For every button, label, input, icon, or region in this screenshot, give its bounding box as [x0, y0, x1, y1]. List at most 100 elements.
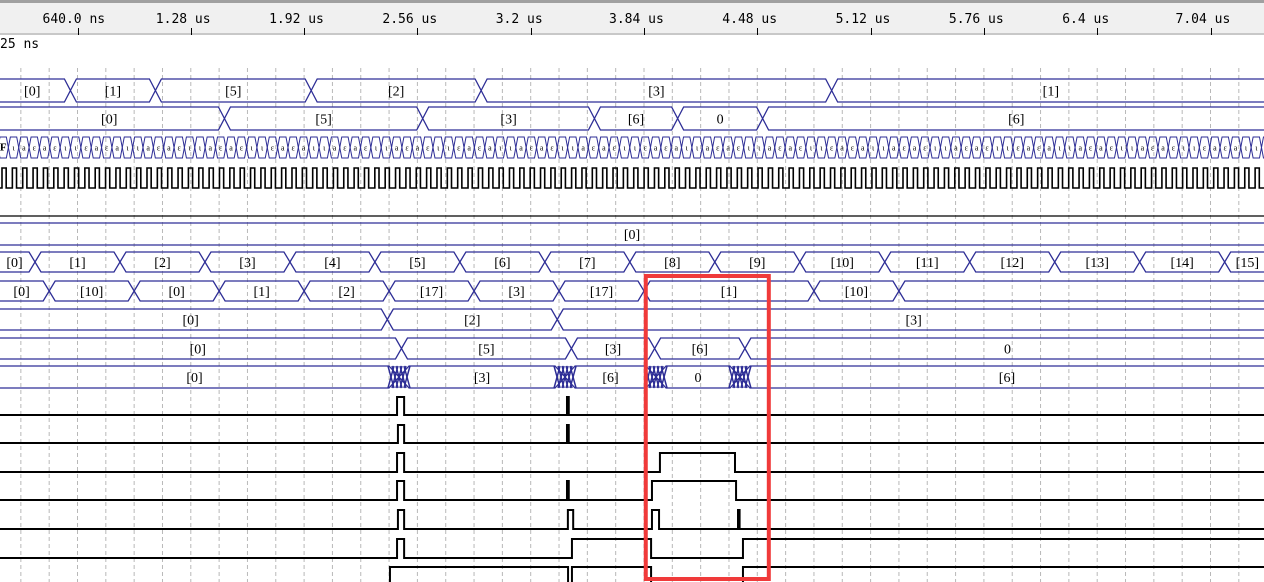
bus-row-bus-1: [0] [1] [5] [2] [3] [1]: [0, 78, 1264, 103]
bus-value-label: [0]: [101, 113, 117, 128]
ruler-tick-mark: [190, 28, 192, 35]
fast-bus-glyph: ε: [965, 144, 969, 153]
ruler-tick-mark: [417, 28, 419, 35]
bus-value-label: [0]: [168, 285, 184, 300]
fast-bus-glyph: ε: [364, 144, 368, 153]
bus-value-label: [1]: [253, 285, 269, 300]
bus-value-label: [3]: [905, 314, 921, 329]
fast-bus-glyph: ι: [12, 144, 15, 153]
bus-value-label: [3]: [474, 371, 490, 386]
bus-row-bus-6: [0] [1] [2] [3] [4] [5] [6] [7] [8] [9] [10] [11] [1…: [0, 251, 1264, 273]
fast-bus-glyph: ε: [1172, 144, 1176, 153]
fast-bus-glyph: ι: [199, 144, 202, 153]
fast-bus-glyph: ι: [1121, 144, 1124, 153]
fast-bus-glyph: a: [581, 144, 585, 153]
fast-bus-glyph: a: [1141, 144, 1145, 153]
fast-bus-glyph: ι: [572, 144, 575, 153]
fast-bus-glyph: ι: [1058, 144, 1061, 153]
glitch-mark: [732, 365, 740, 389]
fast-bus-glyph: ι: [385, 144, 388, 153]
fast-bus-glyph: a: [788, 144, 792, 153]
clock-signal: [0, 167, 1264, 189]
signal-d6: [0, 538, 1264, 559]
fast-bus-glyph: ε: [53, 144, 57, 153]
fast-bus-glyph: a: [1078, 144, 1082, 153]
fast-bus-glyph: a: [167, 144, 171, 153]
fast-bus-glyph: ι: [75, 144, 78, 153]
bus-value-label: [0]: [190, 343, 206, 358]
bus-value-label: [6]: [602, 371, 618, 386]
fast-bus-glyph: ε: [1089, 144, 1093, 153]
bus-row-bus-2: [0] [5] [3] [6] 0 [6]: [0, 106, 1264, 131]
fast-bus-glyph: a: [333, 144, 337, 153]
fast-bus-glyph: ι: [189, 144, 192, 153]
bus-value-label: [3]: [648, 85, 664, 100]
fast-bus-glyph: ι: [882, 144, 885, 153]
fast-bus-glyph: a: [706, 144, 710, 153]
bus-value-label: [3]: [605, 343, 621, 358]
time-ruler[interactable]: 640.0 ns 1.28 us 1.92 us 2.56 us 3.2 us 3.84 …: [0, 0, 1264, 35]
ruler-tick-mark: [530, 28, 532, 35]
fast-bus-glyph: a: [602, 144, 606, 153]
fast-bus-glyph: ι: [634, 144, 637, 153]
fast-bus-glyph: ι: [872, 144, 875, 153]
signal-d4: [0, 480, 1264, 501]
fast-bus-glyph: ι: [748, 144, 751, 153]
ruler-tick-label: 2.56 us: [382, 12, 438, 27]
fast-bus-glyph: a: [913, 144, 917, 153]
fast-bus-glyph: ε: [291, 144, 295, 153]
ruler-tick-label: 1.92 us: [269, 12, 324, 27]
fast-bus-glyph: ε: [178, 144, 182, 153]
signal-d3: [0, 452, 1264, 473]
bus-value-label: [1]: [105, 85, 121, 100]
ruler-tick-label: 5.76 us: [948, 12, 1004, 27]
glitch-mark: [391, 365, 399, 389]
fast-bus-glyph: ι: [323, 144, 326, 153]
fast-bus-glyph: a: [1099, 144, 1103, 153]
fast-bus-glyph: ι: [261, 144, 264, 153]
glitch-mark: [387, 365, 395, 389]
fast-bus-glyph: ι: [126, 144, 129, 153]
glitch-mark: [652, 365, 660, 389]
bus-value-label: 0: [1004, 343, 1011, 358]
bus-value-label: [3]: [239, 256, 255, 271]
glitch-mark: [728, 365, 736, 389]
ruler-tick-mark: [870, 28, 872, 35]
fast-bus-glyph: a: [726, 144, 730, 153]
fast-bus-glyph: ε: [33, 144, 37, 153]
fast-bus-glyph: ε: [240, 144, 244, 153]
bus-value-label: [0]: [13, 285, 29, 300]
bus-value-label: [6]: [1008, 113, 1024, 128]
fast-bus-glyph: ι: [1193, 144, 1196, 153]
fast-bus-glyph: ι: [251, 144, 254, 153]
cursor-time-readout: 25 ns: [0, 37, 40, 52]
fast-bus-glyph: ι: [758, 144, 761, 153]
fast-bus-glyph: a: [954, 144, 958, 153]
bus-value-label: [0]: [24, 85, 40, 100]
fast-bus-glyph: a: [675, 144, 679, 153]
ruler-tick-mark: [77, 28, 79, 35]
fast-bus-glyph: a: [861, 144, 865, 153]
bus-value-label: [5]: [409, 256, 425, 271]
fast-bus-glyph: ι: [1255, 144, 1258, 153]
fast-bus-glyph: ι: [696, 144, 699, 153]
bus-row-bus-8: [0] [2] [3]: [0, 308, 1264, 331]
bus-value-label: [10]: [845, 285, 868, 300]
fast-bus-glyph: a: [768, 144, 772, 153]
fast-bus-glyph: ε: [478, 144, 482, 153]
bus-value-label: [17]: [590, 285, 613, 300]
bus-value-label: [17]: [420, 285, 443, 300]
fast-bus-glyph: a: [654, 144, 658, 153]
fast-bus-glyph: a: [395, 144, 399, 153]
fast-bus-glyph: ε: [1224, 144, 1228, 153]
fast-bus-glyph: a: [1047, 144, 1051, 153]
bus-value-label: [1]: [69, 256, 85, 271]
ruler-tick-label: 640.0 ns: [42, 12, 106, 27]
glitch-mark: [648, 365, 656, 389]
bus-value-label: [3]: [508, 285, 524, 300]
bus-value-label: [11]: [916, 256, 939, 271]
fast-bus-glyph: ε: [219, 144, 223, 153]
fast-bus-glyph: ε: [530, 144, 534, 153]
